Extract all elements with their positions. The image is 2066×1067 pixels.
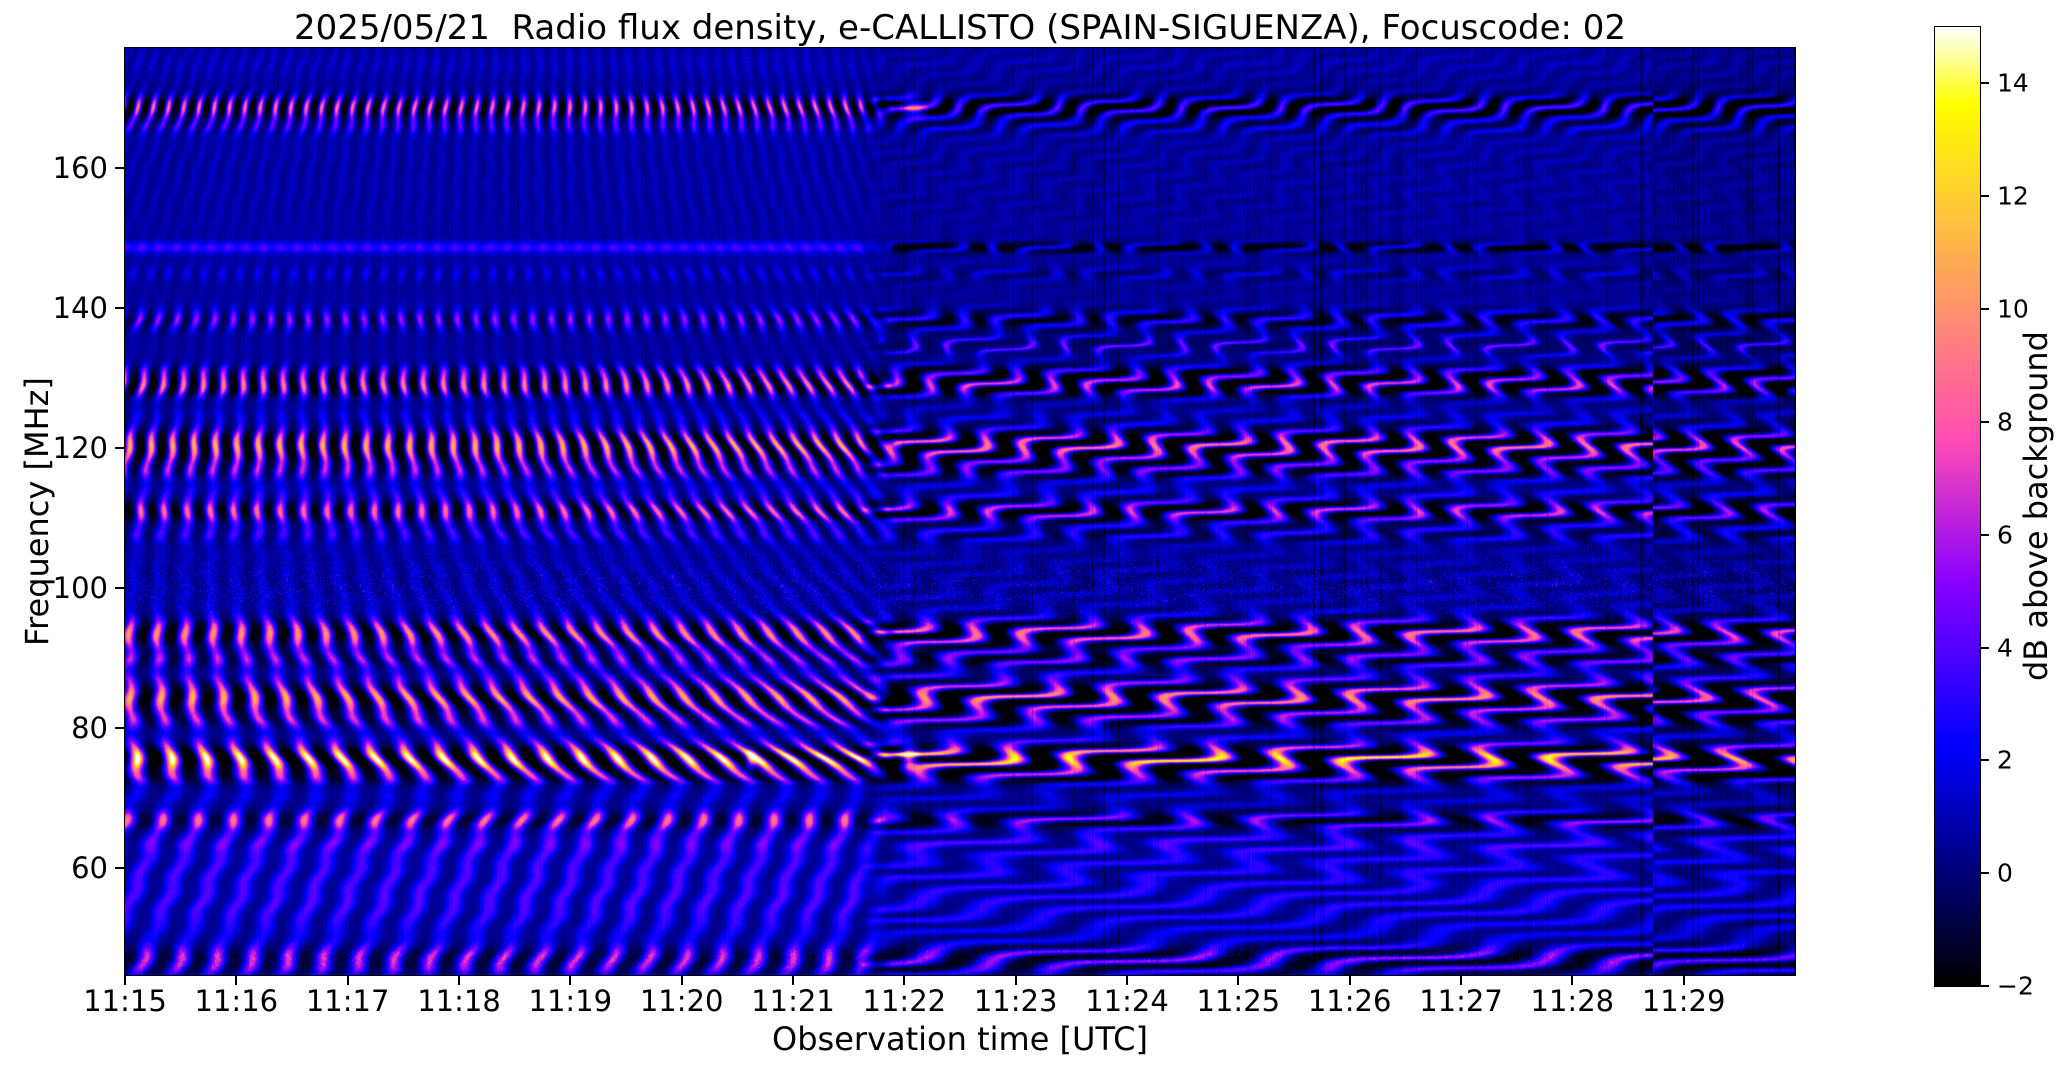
colorbar-tick-mark — [1981, 195, 1989, 198]
colorbar-tick-label: 14 — [1997, 68, 2029, 98]
y-tick-mark — [115, 446, 124, 449]
x-tick-mark — [1014, 976, 1017, 985]
x-tick-label: 11:27 — [1419, 984, 1503, 1018]
y-tick-label: 60 — [71, 850, 108, 885]
x-tick-label: 11:18 — [417, 984, 501, 1018]
y-tick-label: 100 — [52, 570, 108, 605]
x-tick-label: 11:22 — [862, 984, 947, 1018]
colorbar-tick-mark — [1981, 82, 1989, 85]
y-axis-label: Frequency [MHz] — [18, 377, 56, 646]
x-tick-mark — [1460, 976, 1462, 985]
colorbar-tick-mark — [1981, 759, 1989, 762]
spectrogram-heatmap — [125, 48, 1795, 975]
y-tick-mark — [115, 586, 124, 589]
colorbar-tick-label: 6 — [1997, 520, 2013, 550]
colorbar-tick-label: 2 — [1997, 745, 2013, 775]
x-tick-label: 11:28 — [1530, 984, 1615, 1018]
colorbar-tick-mark — [1981, 533, 1989, 536]
colorbar — [1934, 26, 1981, 987]
x-tick-mark — [903, 976, 906, 985]
x-tick-mark — [792, 976, 794, 985]
x-tick-label: 11:24 — [1085, 984, 1169, 1018]
x-axis-label: Observation time [UTC] — [772, 1020, 1148, 1058]
colorbar-tick-mark — [1981, 985, 1989, 987]
x-tick-label: 11:19 — [528, 984, 613, 1018]
colorbar-tick-mark — [1981, 308, 1989, 311]
x-tick-label: 11:23 — [973, 984, 1058, 1018]
x-tick-mark — [1682, 976, 1685, 985]
y-tick-label: 120 — [52, 430, 108, 465]
colorbar-tick-mark — [1981, 420, 1989, 423]
y-tick-label: 140 — [52, 290, 108, 325]
colorbar-label: dB above background — [2017, 331, 2055, 682]
colorbar-tick-label: 12 — [1997, 181, 2029, 211]
x-tick-mark — [680, 976, 683, 985]
y-tick-mark — [115, 866, 124, 869]
x-tick-mark — [569, 976, 572, 985]
x-tick-label: 11:25 — [1196, 984, 1281, 1018]
y-tick-label: 80 — [71, 710, 108, 745]
y-tick-label: 160 — [52, 150, 108, 185]
colorbar-tick-mark — [1981, 646, 1989, 649]
x-tick-label: 11:29 — [1641, 984, 1726, 1018]
colorbar-tick-label: 0 — [1997, 858, 2013, 888]
colorbar-gradient — [1935, 27, 1980, 986]
x-tick-label: 11:15 — [83, 984, 167, 1018]
colorbar-tick-label: 10 — [1997, 294, 2029, 324]
x-tick-mark — [458, 976, 460, 985]
x-tick-label: 11:26 — [1307, 984, 1392, 1018]
x-tick-mark — [235, 976, 238, 985]
x-tick-label: 11:20 — [639, 984, 724, 1018]
colorbar-tick-mark — [1981, 872, 1989, 875]
x-tick-mark — [1126, 976, 1128, 985]
chart-title: 2025/05/21 Radio flux density, e-CALLIST… — [293, 8, 1627, 48]
colorbar-tick-label: −2 — [1997, 971, 2034, 1001]
x-tick-mark — [346, 976, 349, 985]
x-tick-mark — [124, 976, 126, 985]
plot-area — [124, 47, 1796, 976]
x-tick-label: 11:17 — [305, 984, 390, 1018]
x-tick-label: 11:21 — [751, 984, 835, 1018]
x-tick-mark — [1571, 976, 1574, 985]
colorbar-tick-label: 4 — [1997, 633, 2013, 663]
y-tick-mark — [115, 166, 124, 169]
x-tick-mark — [1348, 976, 1351, 985]
x-tick-mark — [1237, 976, 1240, 985]
colorbar-tick-label: 8 — [1997, 407, 2013, 437]
y-tick-mark — [115, 306, 124, 309]
y-tick-mark — [115, 726, 124, 729]
x-tick-label: 11:16 — [194, 984, 279, 1018]
